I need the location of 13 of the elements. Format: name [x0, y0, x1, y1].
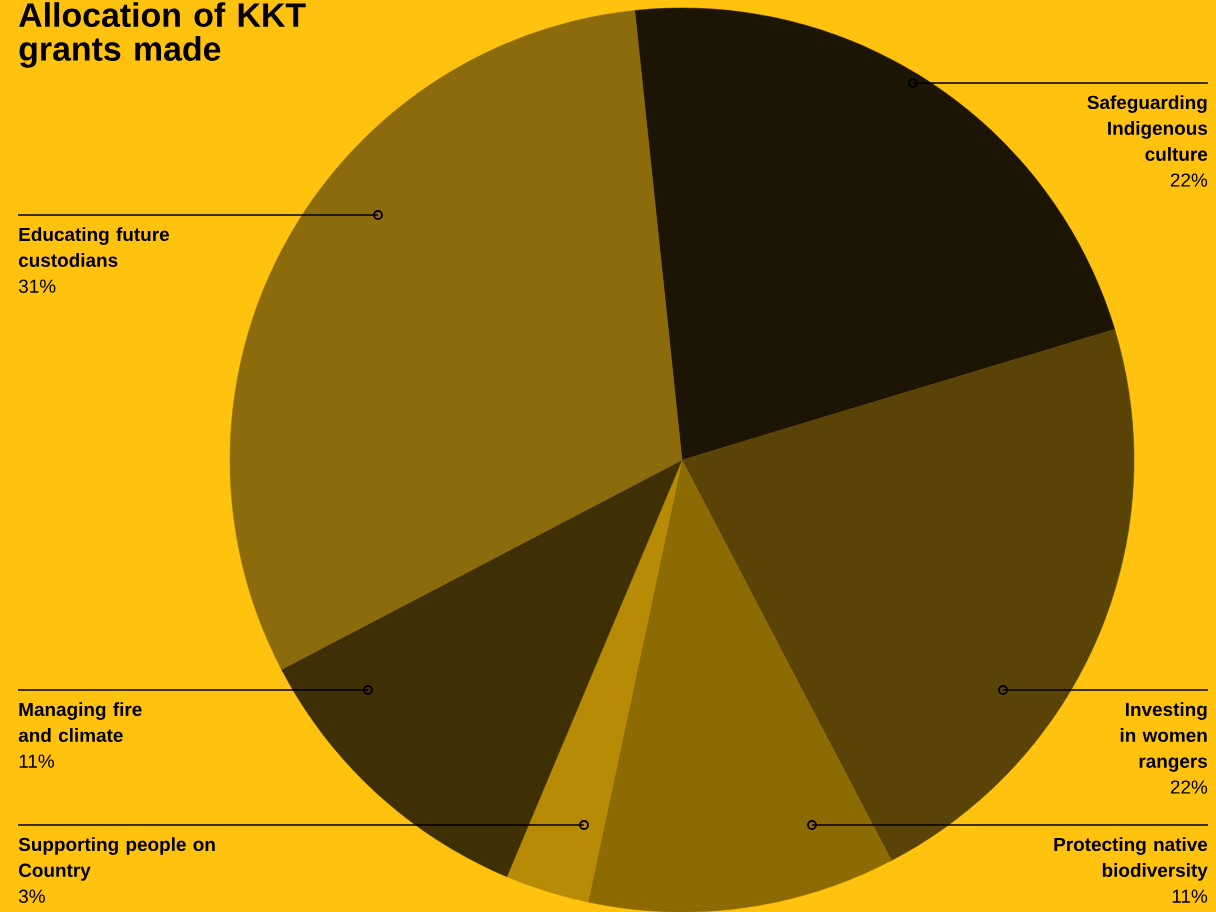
- slice-label: Supporting people on Country: [18, 837, 215, 881]
- data-label: 31%: [18, 279, 56, 293]
- data-label: 11%: [19, 754, 54, 768]
- data-label: 22%: [1170, 780, 1208, 794]
- slice-label: Educating future custodians: [18, 227, 169, 267]
- data-label: 3%: [18, 889, 45, 903]
- slice-label: Managing fire and climate: [18, 702, 142, 742]
- slice-label: Protecting native biodiversity: [1054, 837, 1208, 881]
- data-label: 22%: [1170, 173, 1208, 187]
- chart-title: Allocation of KKT grants made: [19, 2, 306, 68]
- slice-label: Investing in women rangers: [1120, 702, 1208, 772]
- slice-label: Safeguarding Indigenous culture: [1087, 95, 1208, 161]
- data-label: 11%: [1172, 889, 1208, 903]
